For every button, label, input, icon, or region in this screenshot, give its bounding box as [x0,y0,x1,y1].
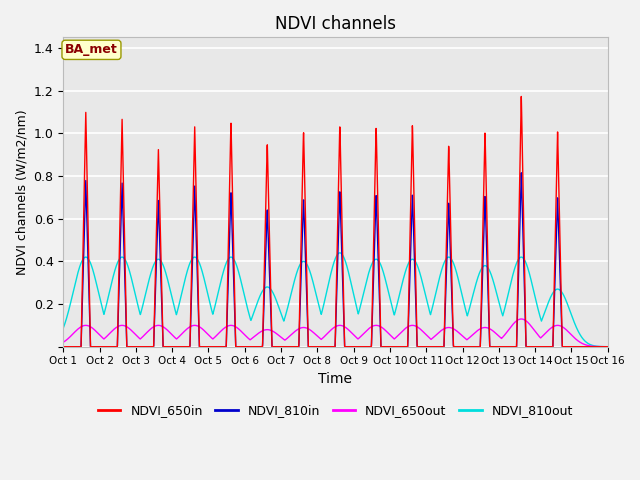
Title: NDVI channels: NDVI channels [275,15,396,33]
Legend: NDVI_650in, NDVI_810in, NDVI_650out, NDVI_810out: NDVI_650in, NDVI_810in, NDVI_650out, NDV… [93,399,578,422]
Text: BA_met: BA_met [65,43,118,56]
X-axis label: Time: Time [319,372,353,386]
Y-axis label: NDVI channels (W/m2/nm): NDVI channels (W/m2/nm) [15,109,28,275]
